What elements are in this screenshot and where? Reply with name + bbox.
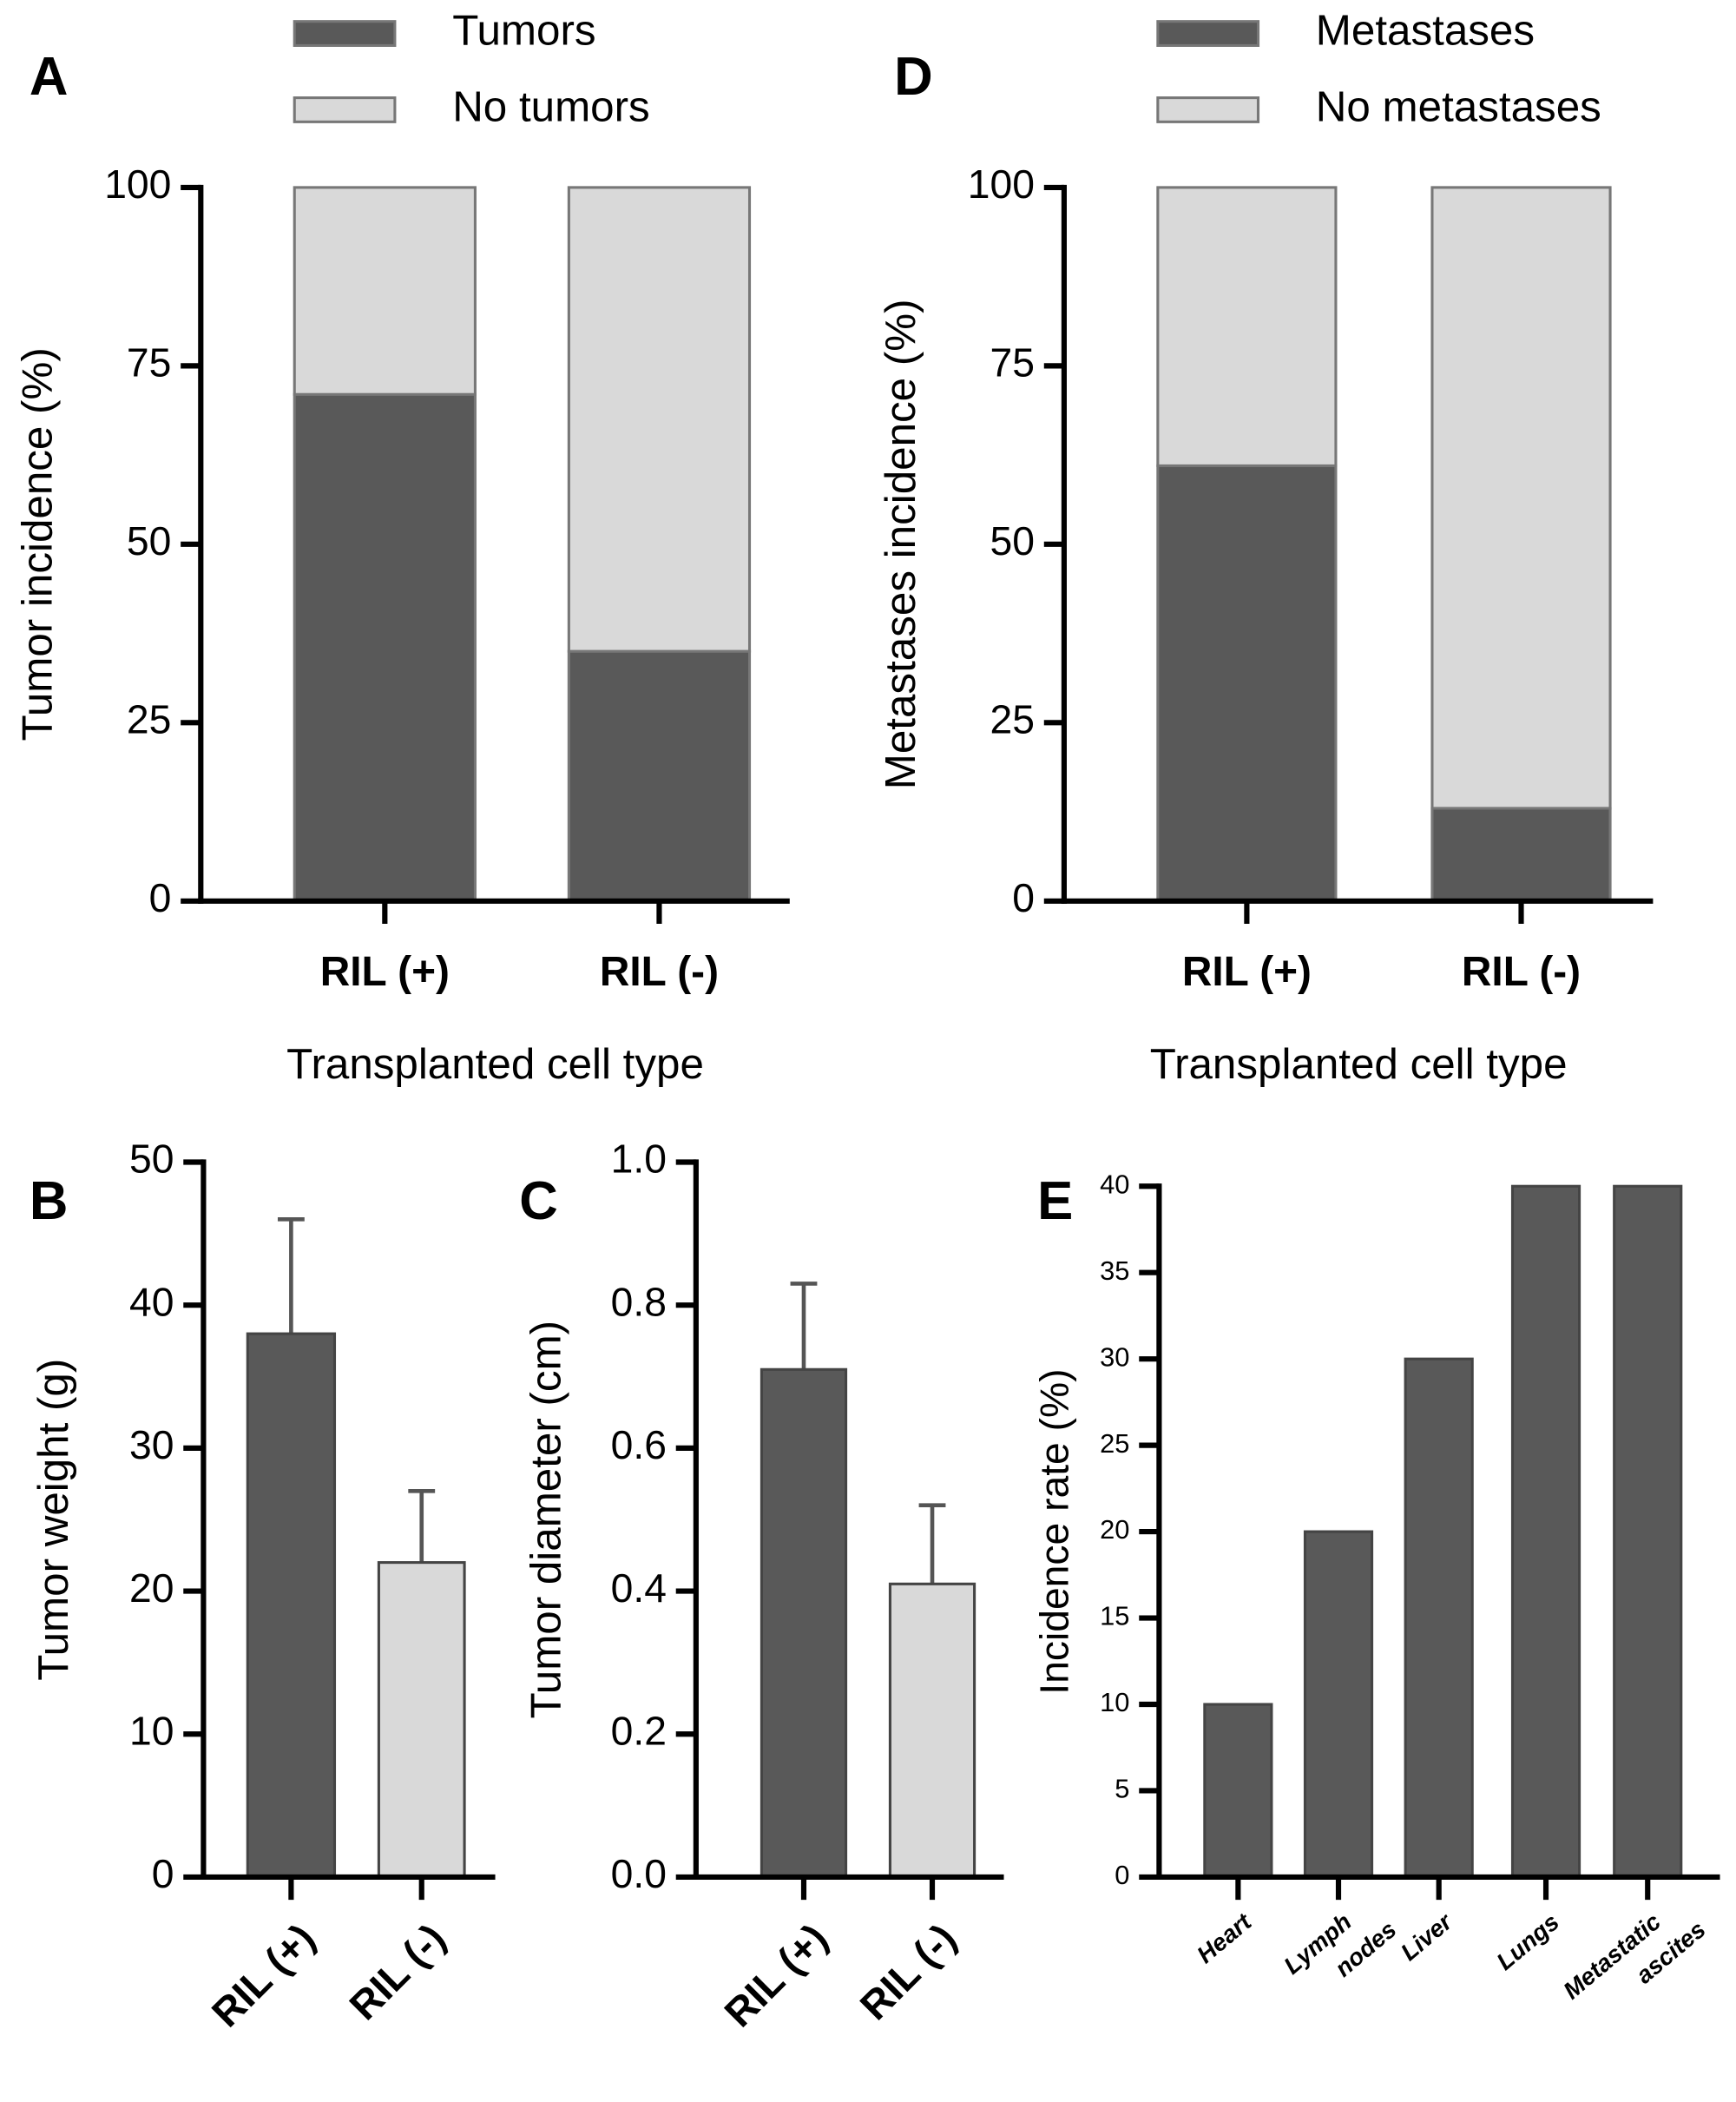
panel-letter: A [30, 47, 69, 107]
bar-segment [1430, 186, 1612, 810]
panel-letter: D [894, 47, 933, 107]
x-tick-label: Liver [1396, 1907, 1458, 1966]
panel-letter: B [30, 1171, 69, 1231]
legend-swatch [293, 96, 397, 123]
y-tick-label: 50 [990, 518, 1035, 563]
x-tick-label: RIL (+) [1182, 949, 1312, 995]
y-axis-label: Tumor incidence (%) [13, 347, 61, 741]
bar [1203, 1703, 1273, 1879]
y-tick-label: 0.6 [611, 1422, 667, 1467]
legend-label: Tumors [452, 7, 595, 55]
y-tick-label: 100 [104, 161, 171, 207]
x-tick-label: Metastaticascites [1558, 1889, 1711, 2032]
x-tick-label: RIL (-) [600, 949, 719, 995]
x-tick-label: RIL (-) [340, 1915, 454, 2029]
y-tick-label: 10 [129, 1708, 174, 1753]
y-tick-label: 5 [1115, 1774, 1129, 1804]
panel-letter: E [1037, 1171, 1073, 1231]
legend-swatch [1156, 20, 1260, 47]
y-tick-label: 0.2 [611, 1708, 667, 1753]
bar-segment [1430, 807, 1612, 903]
y-tick-label: 75 [990, 340, 1035, 385]
y-tick-label: 40 [1100, 1169, 1129, 1199]
x-tick-label: RIL (-) [1462, 949, 1581, 995]
x-tick-label: RIL (+) [203, 1915, 324, 2036]
panel-letter: C [519, 1171, 558, 1231]
x-tick-label: RIL (-) [852, 1915, 965, 2029]
y-tick-label: 1.0 [611, 1137, 667, 1182]
legend-swatch [1156, 96, 1260, 123]
y-tick-label: 0.0 [611, 1851, 667, 1896]
bar-segment [1156, 464, 1338, 903]
bar [1404, 1357, 1474, 1879]
legend-label: No metastases [1316, 82, 1601, 130]
y-axis-label: Tumor weight (g) [30, 1359, 77, 1681]
y-tick-label: 40 [129, 1279, 174, 1324]
y-tick-label: 100 [968, 161, 1035, 207]
y-tick-label: 75 [127, 340, 171, 385]
bar [1303, 1530, 1374, 1879]
x-axis-label: Transplanted cell type [1150, 1040, 1568, 1088]
bar [1613, 1184, 1683, 1879]
y-tick-label: 30 [129, 1422, 174, 1467]
bar [377, 1561, 466, 1879]
x-axis-label: Transplanted cell type [286, 1040, 704, 1088]
bar [760, 1367, 848, 1879]
legend-swatch [293, 20, 397, 47]
bar-segment [567, 186, 752, 653]
x-tick-label: Lungs [1491, 1908, 1564, 1975]
y-tick-label: 0.8 [611, 1279, 667, 1324]
bar-segment [567, 649, 752, 903]
y-axis-label: Incidence rate (%) [1031, 1368, 1076, 1694]
y-tick-label: 50 [129, 1137, 174, 1182]
y-tick-label: 25 [1100, 1428, 1129, 1459]
y-tick-label: 35 [1100, 1255, 1129, 1286]
x-tick-label: Lymphnodes [1279, 1889, 1401, 2006]
y-tick-label: 25 [990, 697, 1035, 742]
y-tick-label: 0 [149, 875, 172, 920]
bar [246, 1332, 337, 1879]
bar-segment [293, 186, 477, 396]
bar-segment [1156, 186, 1338, 467]
bar [888, 1582, 976, 1879]
y-tick-label: 25 [127, 697, 171, 742]
y-tick-label: 0 [1115, 1860, 1129, 1890]
y-axis-label: Tumor diameter (cm) [522, 1321, 569, 1719]
y-tick-label: 0 [1012, 875, 1035, 920]
y-tick-label: 0.4 [611, 1565, 667, 1611]
y-tick-label: 10 [1100, 1687, 1129, 1717]
bar-segment [293, 392, 477, 903]
legend-label: Metastases [1316, 7, 1535, 55]
y-tick-label: 50 [127, 518, 171, 563]
y-tick-label: 30 [1100, 1341, 1129, 1372]
y-tick-label: 0 [152, 1851, 174, 1896]
y-tick-label: 20 [129, 1565, 174, 1611]
y-axis-label: Metastases incidence (%) [877, 299, 924, 789]
x-tick-label: RIL (+) [715, 1915, 836, 2036]
y-tick-label: 15 [1100, 1601, 1129, 1631]
x-tick-label: Heart [1192, 1908, 1258, 1968]
bar [1510, 1184, 1581, 1879]
x-tick-label: RIL (+) [320, 949, 450, 995]
y-tick-label: 20 [1100, 1514, 1129, 1545]
legend-label: No tumors [452, 82, 650, 130]
